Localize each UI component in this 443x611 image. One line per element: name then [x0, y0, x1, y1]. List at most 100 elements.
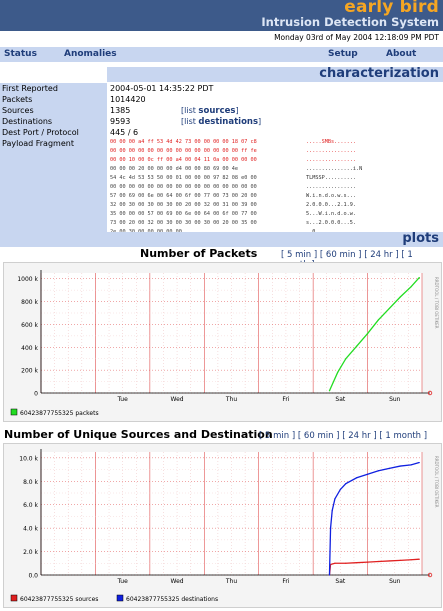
data-point: [410, 559, 412, 561]
payload-ascii-line: W.i.n.d.o.w.s...: [306, 193, 356, 199]
range-5min-link[interactable]: 5 min: [287, 250, 312, 260]
label-packets: Packets: [2, 95, 33, 104]
payload-hex-line: 32 00 30 00 30 00 30 00 20 00 32 00 31 0…: [110, 202, 257, 208]
x-tick-label: Tue: [117, 578, 129, 585]
value-destinations: 9593: [110, 117, 131, 126]
y-tick-label: 4.0 k: [23, 526, 38, 533]
system-subtitle: Intrusion Detection System: [261, 15, 439, 29]
data-point: [410, 286, 412, 288]
range-24hr-link[interactable]: 24 hr: [370, 250, 393, 260]
y-tick-label: 800 k: [21, 299, 38, 306]
legend-swatch-destinations: [116, 594, 124, 602]
axis-end-marker: [427, 572, 433, 578]
data-point: [377, 319, 380, 321]
data-point: [345, 562, 347, 564]
brand-logo-text: early bird: [344, 0, 439, 17]
data-point: [328, 390, 331, 392]
plots-title: plots: [402, 231, 439, 246]
label-first-reported: First Reported: [2, 84, 58, 93]
data-point: [345, 483, 347, 485]
range-5min-link[interactable]: 5 min: [265, 431, 290, 441]
data-point: [418, 461, 420, 464]
legend-swatch-sources: [10, 594, 18, 602]
x-tick-label: Tue: [117, 396, 129, 403]
legend-label-sources: 60423877755325 sources: [20, 596, 98, 603]
payload-hex-line: 00 00 00 00 00 00 00 00 00 00 00 00 00 0…: [110, 148, 257, 154]
graph2-title: Number of Unique Sources and Destination: [4, 428, 273, 441]
value-packets: 1014420: [110, 95, 146, 104]
data-point: [356, 562, 358, 564]
packets-graph-svg: 0 200 k 400 k 600 k 800 k 1000 k Tue Wed Thu Fri S…: [10, 270, 439, 417]
range-60min-link[interactable]: 60 min: [325, 250, 356, 260]
range-1month-link[interactable]: 1 month: [385, 431, 422, 441]
label-column: First Reported Packets Sources Destinati…: [0, 83, 107, 247]
value-dest-port: 445 / 6: [110, 128, 139, 137]
header-banner: early bird Intrusion Detection System: [0, 0, 443, 31]
data-point: [339, 488, 341, 491]
data-point: [388, 307, 390, 310]
y-tick-label: 0: [34, 391, 38, 398]
data-point: [399, 465, 401, 467]
payload-ascii-line: 5...W.i.n.d.o.w.: [306, 211, 356, 217]
data-point: [345, 358, 347, 360]
payload-ascii-line: ................: [306, 157, 356, 163]
data-point: [356, 345, 358, 347]
y-tick-label: 6.0 k: [23, 502, 38, 509]
rrdtool-side-text: RRDTOOL / TOBI OETIKER: [434, 456, 439, 508]
x-tick-label: Fri: [282, 578, 289, 585]
y-tick-label: 1000 k: [17, 276, 38, 283]
axis-end-marker: [427, 390, 433, 396]
nav-anomalies[interactable]: Anomalies: [64, 49, 117, 59]
label-dest-port: Dest Port / Protocol: [2, 128, 79, 137]
nav-status[interactable]: Status: [4, 49, 37, 59]
x-tick-label: Sun: [389, 578, 401, 585]
payload-ascii-line: ...............i.N: [306, 166, 363, 172]
data-point: [356, 477, 358, 479]
data-point: [329, 527, 332, 529]
data-point: [418, 558, 420, 560]
x-tick-label: Sat: [335, 396, 345, 403]
data-point: [366, 473, 369, 475]
payload-ascii-line: ................: [306, 148, 356, 154]
y-tick-label: 400 k: [21, 345, 38, 352]
x-tick-label: Wed: [171, 578, 184, 585]
payload-hex-line: 00 00 00 a4 ff 53 4d 42 73 00 00 00 00 1…: [110, 139, 257, 145]
data-point: [377, 560, 380, 563]
current-datetime: Monday 03rd of May 2004 12:18:09 PM PDT: [274, 33, 439, 42]
data-point: [366, 561, 369, 563]
x-tick-label: Fri: [282, 396, 289, 403]
legend-swatch-packets: [10, 408, 18, 416]
label-payload: Payload Fragment: [2, 139, 74, 148]
payload-ascii-line: s...2.0.0.0...5.: [306, 220, 356, 226]
range-24hr-link[interactable]: 24 hr: [348, 431, 371, 441]
data-point: [388, 467, 390, 469]
payload-hex-line: 00 00 00 20 00 00 00 d4 00 00 80 69 00 4…: [110, 166, 239, 172]
x-tick-label: Thu: [225, 396, 237, 403]
range-60min-link[interactable]: 60 min: [303, 431, 334, 441]
data-point: [328, 574, 331, 576]
data-point: [410, 464, 412, 466]
x-tick-label: Thu: [225, 578, 237, 585]
payload-hex-line: 35 00 00 00 57 00 69 00 6e 00 64 00 6f 0…: [110, 211, 257, 217]
legend-label-destinations: 60423877755325 destinations: [126, 596, 218, 603]
list-sources-wrapper: [list sources]: [181, 106, 239, 116]
payload-ascii-line: 2.0.0.0...2.1.9.: [306, 202, 356, 208]
list-sources-link[interactable]: sources: [198, 106, 236, 116]
payload-hex-line: 57 00 69 00 6e 00 64 00 6f 00 77 00 73 0…: [110, 193, 257, 199]
nav-setup[interactable]: Setup: [328, 49, 358, 59]
data-point: [388, 560, 390, 562]
payload-hex-line: 00 00 00 00 00 00 00 00 00 00 00 00 00 0…: [110, 184, 257, 190]
data-point: [366, 332, 369, 335]
packets-graph: 0 200 k 400 k 600 k 800 k 1000 k Tue Wed Thu Fri S…: [3, 262, 442, 422]
label-sources: Sources: [2, 106, 34, 115]
data-point: [418, 276, 420, 279]
payload-hex-line: 54 4c 4d 53 53 50 00 01 00 00 00 97 82 0…: [110, 175, 257, 181]
list-destinations-wrapper: [list destinations]: [181, 117, 262, 127]
characterization-header: characterization: [107, 66, 443, 82]
data-point: [337, 371, 339, 374]
list-destinations-link[interactable]: destinations: [198, 117, 259, 127]
nav-about[interactable]: About: [386, 49, 417, 59]
x-tick-label: Sun: [389, 396, 401, 403]
data-point: [377, 470, 380, 472]
x-tick-label: Wed: [171, 396, 184, 403]
